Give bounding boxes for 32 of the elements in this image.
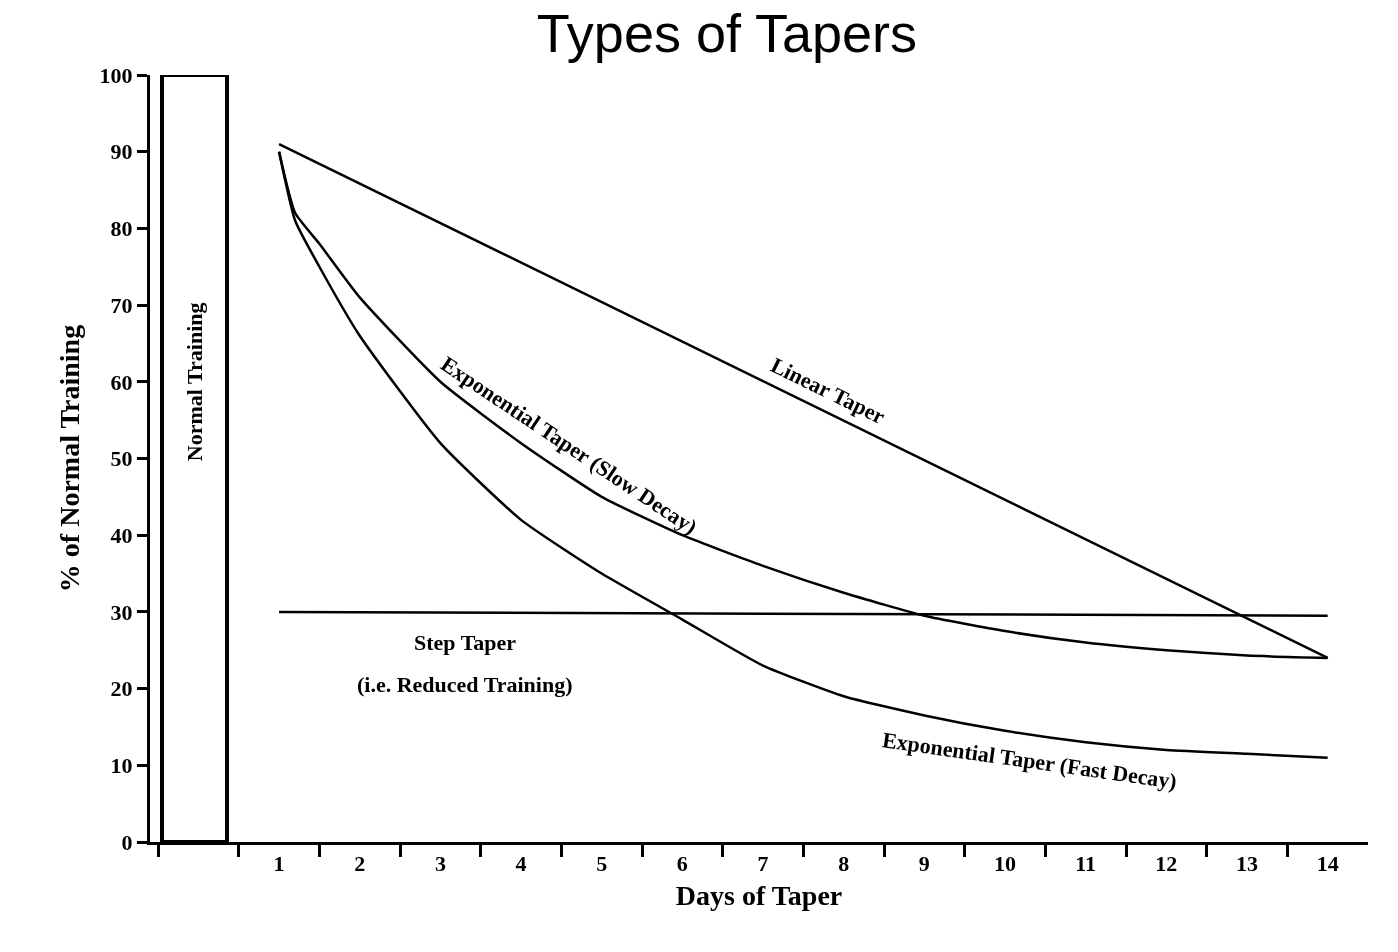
y-tick-label: 40 xyxy=(110,522,133,548)
x-tick-label: 1 xyxy=(273,851,285,877)
x-tick-label: 14 xyxy=(1316,851,1339,877)
y-tick-label: 30 xyxy=(110,599,133,625)
y-tick-label: 50 xyxy=(110,446,133,472)
x-axis-title: Days of Taper xyxy=(675,879,843,911)
y-tick-label: 90 xyxy=(110,139,133,165)
text: Exponential Taper (Fast Decay) xyxy=(880,727,1179,794)
x-tick-label: 8 xyxy=(838,851,850,877)
x-tick-label: 11 xyxy=(1075,851,1097,877)
x-tick-label: 2 xyxy=(354,851,366,877)
x-tick-label: 12 xyxy=(1155,851,1178,877)
series-label: Normal Training xyxy=(181,302,207,462)
x-tick-label: 6 xyxy=(676,851,688,877)
x-tick-label: 9 xyxy=(918,851,930,877)
chart-title: Types of Tapers xyxy=(536,3,918,64)
x-tick-label: 13 xyxy=(1236,851,1259,877)
series-label: Step Taper xyxy=(414,630,517,655)
annotation: (i.e. Reduced Training) xyxy=(357,672,573,697)
y-axis-title: % of Normal Training xyxy=(54,324,86,593)
y-tick-label: 20 xyxy=(110,676,133,702)
x-tick-label: 10 xyxy=(994,851,1017,877)
y-tick-label: 80 xyxy=(110,216,133,242)
x-tick-label: 3 xyxy=(434,851,446,877)
x-tick-label: 7 xyxy=(757,851,769,877)
y-tick-label: 70 xyxy=(110,292,133,318)
y-tick-label: 60 xyxy=(110,369,133,395)
x-tick-label: 4 xyxy=(515,851,527,877)
y-tick-label: 100 xyxy=(99,62,133,88)
x-tick-label: 5 xyxy=(596,851,608,877)
y-tick-label: 10 xyxy=(110,753,133,778)
y-tick-label: 0 xyxy=(121,829,133,855)
